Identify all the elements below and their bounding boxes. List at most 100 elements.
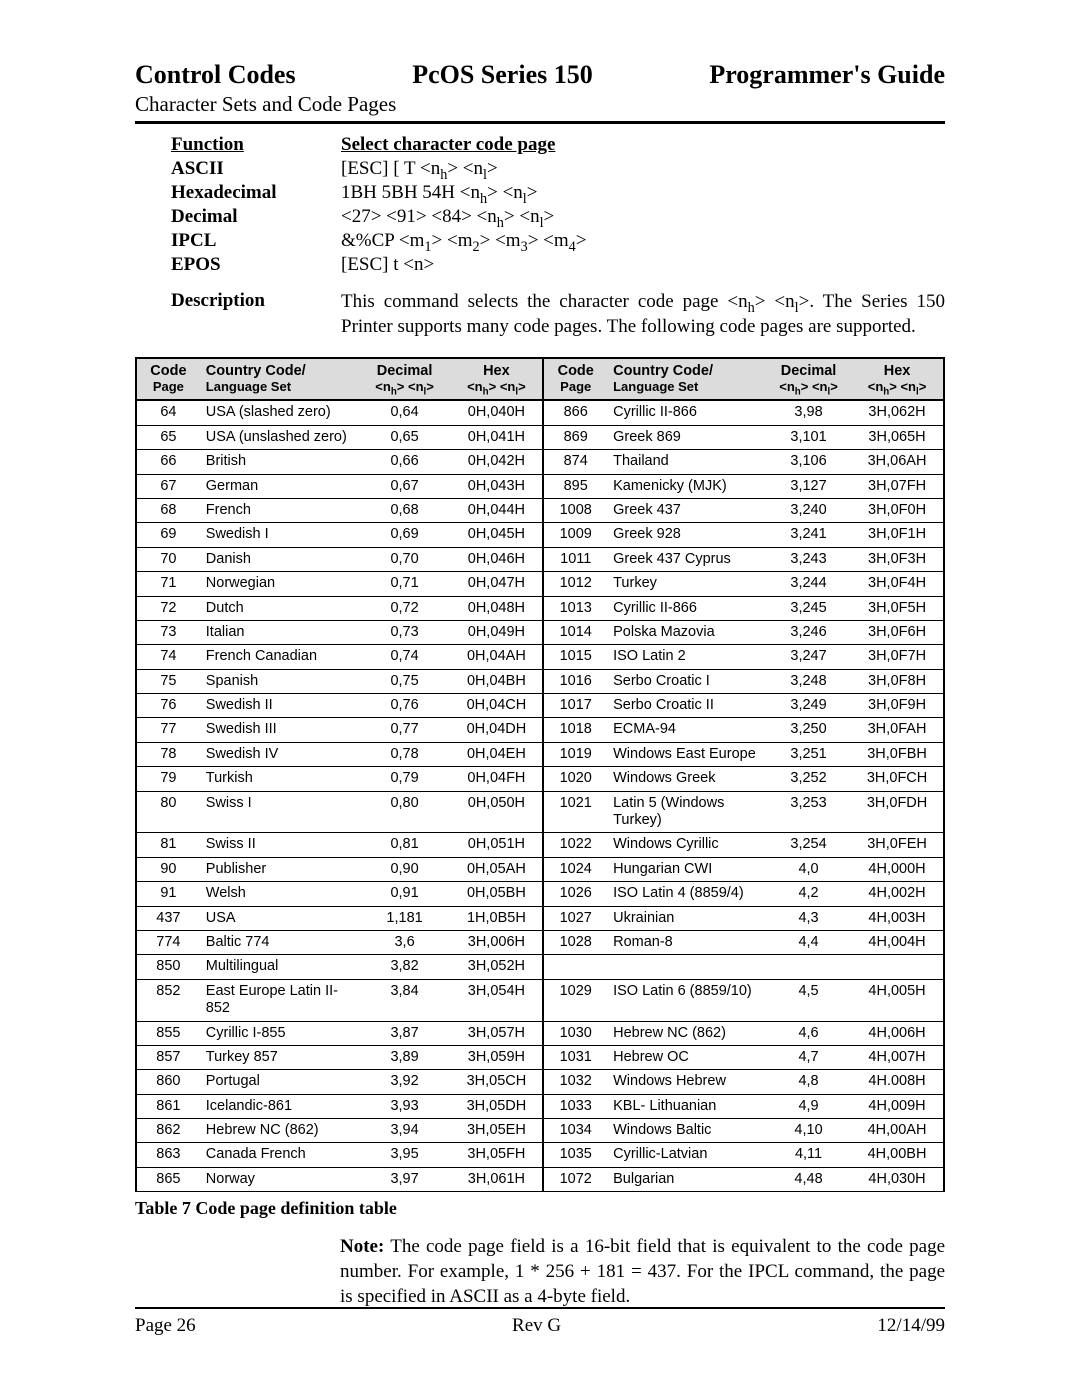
table-cell: 1033 <box>543 1094 607 1118</box>
table-cell: 73 <box>136 620 200 644</box>
table-cell: German <box>200 474 359 498</box>
epos-label: EPOS <box>171 254 341 276</box>
table-cell: 3,248 <box>766 669 851 693</box>
table-cell: ECMA-94 <box>607 718 766 742</box>
table-row: 65USA (unslashed zero)0,650H,041H869Gree… <box>136 425 944 449</box>
table-cell: 1012 <box>543 572 607 596</box>
table-cell: Roman-8 <box>607 930 766 954</box>
table-cell: 3H,07FH <box>851 474 944 498</box>
table-cell: 3,84 <box>359 979 451 1021</box>
table-cell: 3,97 <box>359 1167 451 1191</box>
table-cell: 75 <box>136 669 200 693</box>
table-cell: 3,249 <box>766 694 851 718</box>
table-cell: 4H,004H <box>851 930 944 954</box>
table-cell: ISO Latin 2 <box>607 645 766 669</box>
footer-rule <box>135 1307 945 1309</box>
table-cell: 865 <box>136 1167 200 1191</box>
table-cell: 0H,051H <box>450 833 543 857</box>
table-row: 73Italian0,730H,049H1014Polska Mazovia3,… <box>136 620 944 644</box>
table-row: 861Icelandic-8613,933H,05DH1033KBL- Lith… <box>136 1094 944 1118</box>
th-code-page-l: CodePage <box>136 358 200 400</box>
th-decimal-l: Decimal<nh> <nl> <box>359 358 451 400</box>
function-label: Function <box>171 134 341 156</box>
table-cell: 76 <box>136 694 200 718</box>
table-cell: 4,48 <box>766 1167 851 1191</box>
table-cell: 0H,05AH <box>450 857 543 881</box>
table-cell: 3H,052H <box>450 955 543 979</box>
table-cell: 0H,05BH <box>450 882 543 906</box>
table-cell <box>543 955 607 979</box>
table-row: 74French Canadian0,740H,04AH1015ISO Lati… <box>136 645 944 669</box>
table-cell: 79 <box>136 767 200 791</box>
header-sub: Character Sets and Code Pages <box>135 92 945 117</box>
table-cell: 4H,002H <box>851 882 944 906</box>
table-cell: 4,8 <box>766 1070 851 1094</box>
table-cell: 3,250 <box>766 718 851 742</box>
hex-value: 1BH 5BH 54H <nh> <nl> <box>341 182 945 204</box>
table-cell: 1,181 <box>359 906 451 930</box>
table-cell <box>607 955 766 979</box>
note-text: The code page field is a 16-bit field th… <box>340 1236 945 1306</box>
table-cell: 1014 <box>543 620 607 644</box>
table-header: CodePage Country Code/Language Set Decim… <box>136 358 944 400</box>
table-cell: 1027 <box>543 906 607 930</box>
table-cell: 3H,06AH <box>851 450 944 474</box>
table-cell: 852 <box>136 979 200 1021</box>
table-cell: 0,75 <box>359 669 451 693</box>
table-cell: 74 <box>136 645 200 669</box>
table-row: 72Dutch0,720H,048H1013Cyrillic II-8663,2… <box>136 596 944 620</box>
table-cell: 0,70 <box>359 547 451 571</box>
table-cell: 0,91 <box>359 882 451 906</box>
table-cell: 3H,05DH <box>450 1094 543 1118</box>
table-cell: Hungarian CWI <box>607 857 766 881</box>
th-decimal-r: Decimal<nh> <nl> <box>766 358 851 400</box>
table-cell: 69 <box>136 523 200 547</box>
table-cell: 3,95 <box>359 1143 451 1167</box>
table-cell: 3H,0FCH <box>851 767 944 791</box>
table-row: 863Canada French3,953H,05FH1035Cyrillic-… <box>136 1143 944 1167</box>
table-cell: Hebrew NC (862) <box>200 1119 359 1143</box>
table-cell: Kamenicky (MJK) <box>607 474 766 498</box>
table-cell: 67 <box>136 474 200 498</box>
table-cell: 3H,054H <box>450 979 543 1021</box>
table-cell: 4H,005H <box>851 979 944 1021</box>
table-row: 66British0,660H,042H874Thailand3,1063H,0… <box>136 450 944 474</box>
table-cell: 1034 <box>543 1119 607 1143</box>
table-cell: 3,87 <box>359 1021 451 1045</box>
table-row: 68French0,680H,044H1008Greek 4373,2403H,… <box>136 498 944 522</box>
table-cell: 72 <box>136 596 200 620</box>
table-cell: 0H,04EH <box>450 742 543 766</box>
table-cell: 4,10 <box>766 1119 851 1143</box>
table-cell: 3,6 <box>359 930 451 954</box>
table-cell: 1035 <box>543 1143 607 1167</box>
description-value: This command selects the character code … <box>341 290 945 339</box>
table-cell: 3H,065H <box>851 425 944 449</box>
table-cell: USA <box>200 906 359 930</box>
table-cell: Welsh <box>200 882 359 906</box>
table-cell: 3H,0FEH <box>851 833 944 857</box>
table-cell: 3H,0F1H <box>851 523 944 547</box>
table-cell: 0H,044H <box>450 498 543 522</box>
table-cell: Latin 5 (Windows Turkey) <box>607 791 766 833</box>
table-cell: 0H,040H <box>450 400 543 425</box>
table-cell: 3H,0F5H <box>851 596 944 620</box>
table-cell: 66 <box>136 450 200 474</box>
table-cell: 4,11 <box>766 1143 851 1167</box>
table-cell: Thailand <box>607 450 766 474</box>
table-cell: 3,252 <box>766 767 851 791</box>
table-cell: 4,2 <box>766 882 851 906</box>
table-cell: 0H,04AH <box>450 645 543 669</box>
table-cell: Turkey <box>607 572 766 596</box>
table-cell: Danish <box>200 547 359 571</box>
table-cell: 0H,048H <box>450 596 543 620</box>
table-cell: Italian <box>200 620 359 644</box>
table-cell: Turkish <box>200 767 359 791</box>
table-cell: 4H,006H <box>851 1021 944 1045</box>
table-cell: 1020 <box>543 767 607 791</box>
th-hex-l: Hex<nh> <nl> <box>450 358 543 400</box>
table-row: 80Swiss I0,800H,050H1021Latin 5 (Windows… <box>136 791 944 833</box>
table-cell: Serbo Croatic I <box>607 669 766 693</box>
table-cell: Icelandic-861 <box>200 1094 359 1118</box>
table-row: 81Swiss II0,810H,051H1022Windows Cyrilli… <box>136 833 944 857</box>
table-row: 78Swedish IV0,780H,04EH1019Windows East … <box>136 742 944 766</box>
